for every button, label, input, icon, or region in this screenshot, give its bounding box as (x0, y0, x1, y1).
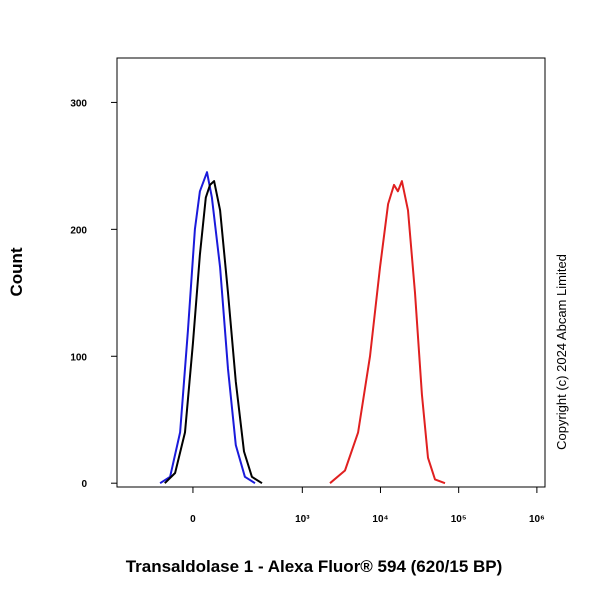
histogram-line (164, 180, 263, 485)
y-tick-label: 100 (70, 352, 87, 363)
x-tick-label: 10⁶ (529, 514, 545, 525)
copyright: Copyright (c) 2024 Abcam Limited (554, 254, 569, 450)
y-tick-label: 300 (70, 98, 87, 109)
x-tick-label: 10³ (295, 514, 310, 525)
y-axis-label: Count (7, 247, 26, 296)
x-tick-label: 10⁵ (451, 514, 467, 525)
x-tick-label: 10⁴ (372, 514, 388, 525)
y-tick-label: 200 (70, 225, 87, 236)
x-axis-label: Transaldolase 1 - Alexa Fluor® 594 (620/… (126, 557, 503, 576)
histogram-line (329, 180, 446, 485)
x-tick-label: 0 (190, 514, 196, 525)
plot-frame (116, 57, 546, 488)
histogram-line (159, 171, 256, 485)
y-tick-label: 0 (81, 479, 87, 490)
